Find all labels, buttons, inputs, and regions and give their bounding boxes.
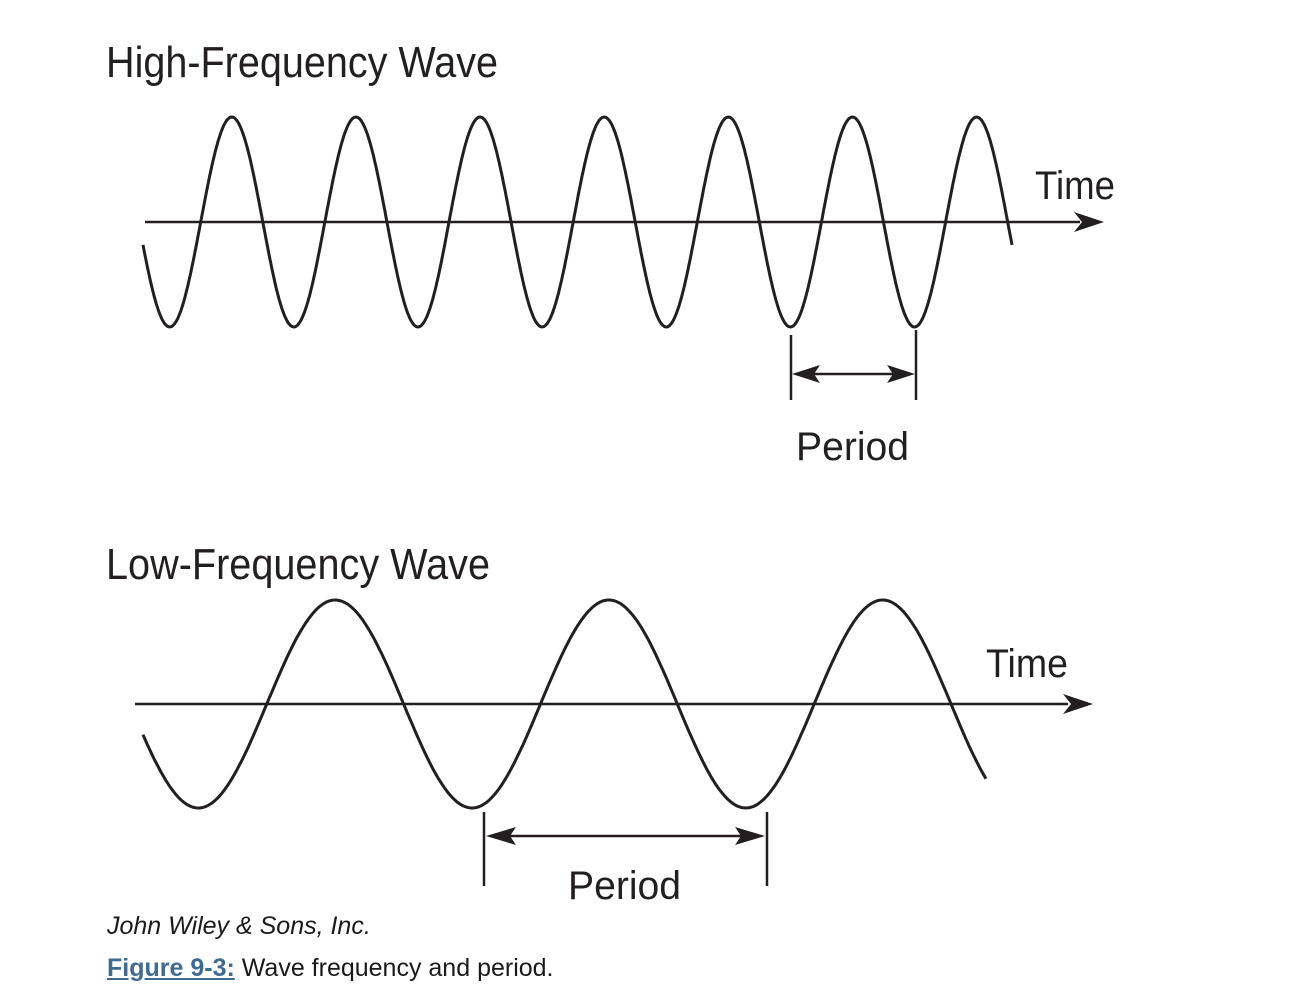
high-period-arrowhead-left bbox=[792, 365, 820, 383]
low-time-axis-arrowhead bbox=[1063, 694, 1093, 714]
high-time-label: Time bbox=[1035, 164, 1115, 208]
high-frequency-wave bbox=[141, 115, 1014, 329]
high-frequency-title: High-Frequency Wave bbox=[106, 38, 498, 87]
low-period-arrowhead-left bbox=[486, 827, 516, 845]
high-time-axis-arrowhead bbox=[1074, 212, 1104, 232]
high-period-label: Period bbox=[796, 425, 909, 469]
figure-number-link[interactable]: Figure 9-3: bbox=[107, 954, 235, 982]
low-period-arrowhead-right bbox=[735, 827, 765, 845]
low-time-label: Time bbox=[986, 642, 1068, 686]
high-frequency-diagram: High-Frequency Wave Time Period bbox=[106, 38, 1115, 469]
figure-caption-text: Wave frequency and period. bbox=[241, 954, 554, 982]
low-frequency-wave bbox=[141, 598, 988, 810]
high-period-arrowhead-right bbox=[887, 365, 915, 383]
figure-credit: John Wiley & Sons, Inc. bbox=[107, 912, 371, 940]
low-frequency-diagram: Low-Frequency Wave Time Period bbox=[106, 540, 1093, 908]
figure-caption: Figure 9-3: Wave frequency and period. bbox=[107, 954, 554, 983]
low-frequency-title: Low-Frequency Wave bbox=[106, 540, 490, 589]
low-period-label: Period bbox=[568, 864, 681, 908]
